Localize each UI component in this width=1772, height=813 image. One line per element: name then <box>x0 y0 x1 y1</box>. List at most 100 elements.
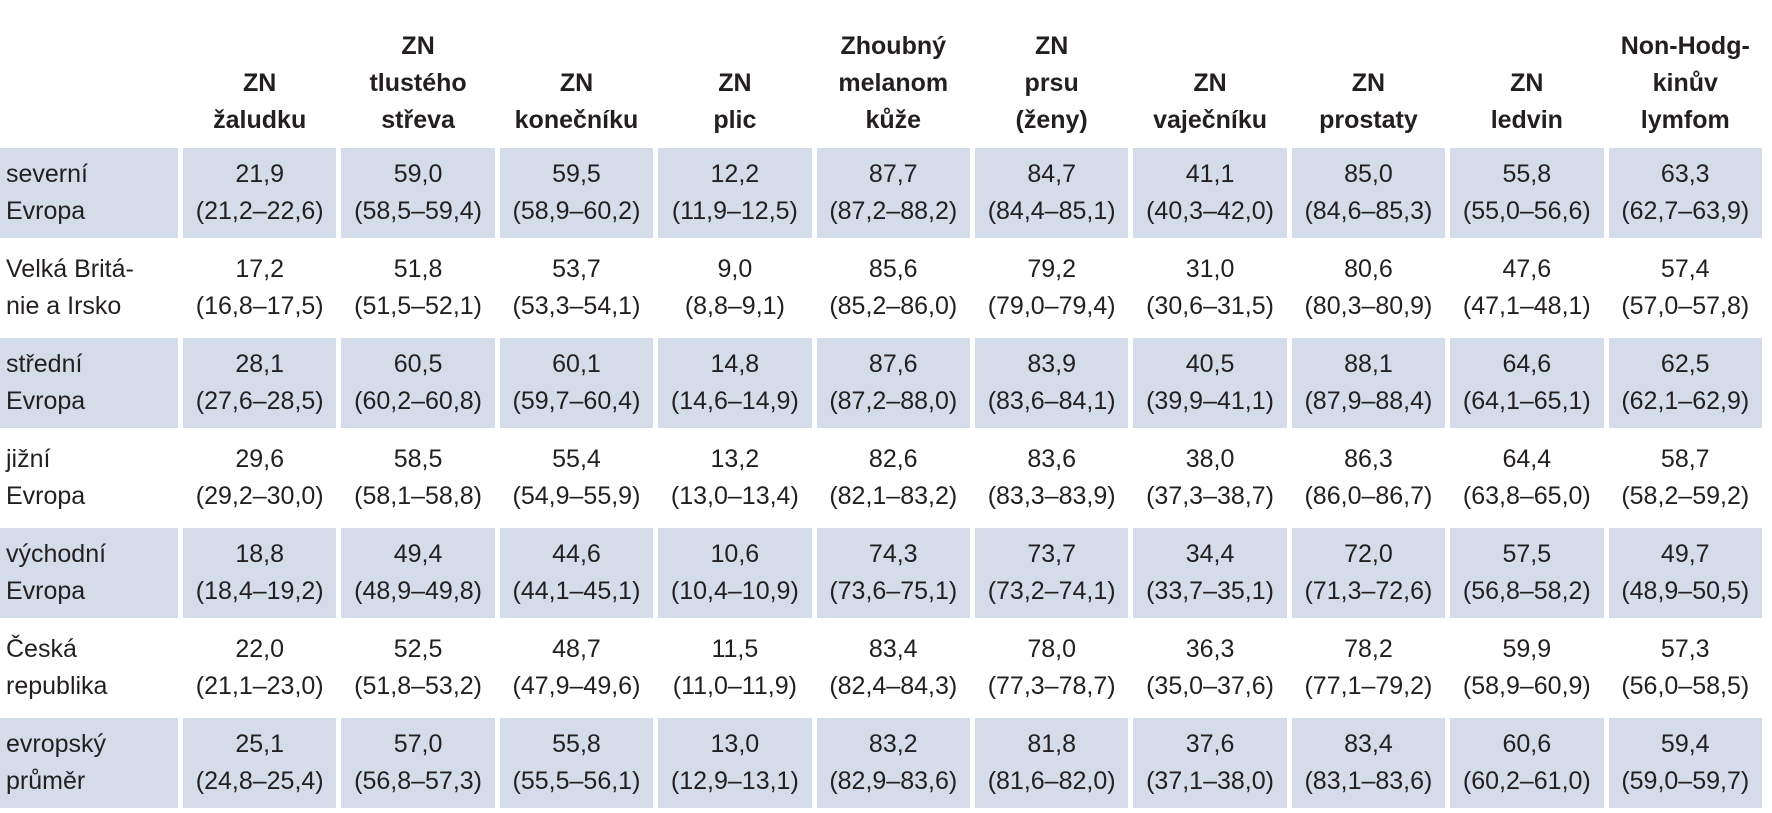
data-cell: 13,2 (13,0–13,4) <box>658 433 811 523</box>
data-cell: 11,5 (11,0–11,9) <box>658 623 811 713</box>
cell-interval: (86,0–86,7) <box>1304 482 1433 510</box>
cell-interval: (12,9–13,1) <box>670 767 799 795</box>
data-cell: 55,4 (54,9–55,9) <box>500 433 653 523</box>
column-header: Zhoubný melanom kůže <box>817 5 970 143</box>
header-line: konečníku <box>514 106 639 134</box>
cell-interval: (11,0–11,9) <box>672 672 797 700</box>
cell-value: 17,2 <box>235 255 285 283</box>
cell-value: 13,0 <box>710 730 760 758</box>
cell-interval: (54,9–55,9) <box>512 482 641 510</box>
data-cell: 60,5 (60,2–60,8) <box>341 338 495 428</box>
header-line: Zhoubný <box>840 32 947 60</box>
cell-interval: (24,8–25,4) <box>195 767 324 795</box>
data-cell: 21,9 (21,2–22,6) <box>183 148 337 238</box>
cell-value: 58,5 <box>393 445 443 473</box>
data-cell: 83,4 (83,1–83,6) <box>1291 718 1446 808</box>
cell-value: 62,5 <box>1660 350 1710 378</box>
cell-interval: (58,1–58,8) <box>354 482 483 510</box>
data-cell: 79,2 (79,0–79,4) <box>975 243 1128 333</box>
cell-value: 38,0 <box>1185 445 1235 473</box>
table-row: evropský průměr 25,1 (24,8–25,4) 57,0 (56,8–5… <box>0 718 1762 808</box>
cell-value: 74,3 <box>868 540 918 568</box>
data-cell: 88,1 (87,9–88,4) <box>1291 338 1446 428</box>
cell-interval: (56,8–58,2) <box>1462 577 1591 605</box>
header-line: ZN <box>718 69 752 97</box>
cell-value: 78,0 <box>1027 635 1076 663</box>
cell-interval: (58,2–59,2) <box>1621 482 1750 510</box>
header-line: ZN <box>1193 69 1227 97</box>
column-header: ZN ledvin <box>1450 5 1603 143</box>
cell-interval: (83,1–83,6) <box>1304 767 1433 795</box>
cell-interval: (29,2–30,0) <box>195 482 324 510</box>
cell-interval: (82,4–84,3) <box>829 672 958 700</box>
cell-interval: (11,9–12,5) <box>671 197 798 225</box>
label-line: severní <box>6 160 88 188</box>
cell-value: 37,6 <box>1185 730 1235 758</box>
cell-interval: (82,9–83,6) <box>829 767 958 795</box>
cell-value: 85,6 <box>868 255 918 283</box>
label-line: jižní <box>6 445 51 473</box>
cell-interval: (60,2–60,8) <box>354 387 483 415</box>
data-cell: 13,0 (12,9–13,1) <box>658 718 812 808</box>
data-cell: 17,2 (16,8–17,5) <box>183 243 336 333</box>
data-cell: 34,4 (33,7–35,1) <box>1133 528 1287 618</box>
cell-value: 49,7 <box>1660 540 1710 568</box>
cell-value: 21,9 <box>235 160 285 188</box>
data-cell: 57,3 (56,0–58,5) <box>1609 623 1762 713</box>
header-line: melanom <box>838 69 949 97</box>
data-cell: 81,8 (81,6–82,0) <box>974 718 1129 808</box>
row-label: severní Evropa <box>0 148 178 238</box>
cell-value: 13,2 <box>710 445 760 473</box>
header-line: střeva <box>381 106 455 134</box>
data-cell: 22,0 (21,1–23,0) <box>183 623 336 713</box>
data-cell: 49,7 (48,9–50,5) <box>1608 528 1762 618</box>
cell-value: 58,7 <box>1660 445 1710 473</box>
cell-value: 83,4 <box>1344 730 1393 758</box>
header-line: Non-Hodg- <box>1620 32 1750 60</box>
row-label: východní Evropa <box>0 528 178 618</box>
cell-value: 12,2 <box>710 160 760 188</box>
cell-interval: (39,9–41,1) <box>1146 387 1274 415</box>
cell-value: 29,6 <box>235 445 285 473</box>
data-cell: 36,3 (35,0–37,6) <box>1133 623 1286 713</box>
cell-interval: (87,2–88,0) <box>829 387 958 415</box>
data-cell: 64,6 (64,1–65,1) <box>1450 338 1604 428</box>
column-header: ZN žaludku <box>183 5 336 143</box>
label-line: Evropa <box>6 577 86 605</box>
row-label: střední Evropa <box>0 338 178 428</box>
label-line: Evropa <box>6 387 86 415</box>
data-cell: 57,5 (56,8–58,2) <box>1450 528 1604 618</box>
data-cell: 85,6 (85,2–86,0) <box>817 243 970 333</box>
header-line: prostaty <box>1319 106 1418 134</box>
row-label: jižní Evropa <box>0 433 178 523</box>
data-cell: 74,3 (73,6–75,1) <box>816 528 970 618</box>
cell-value: 36,3 <box>1185 635 1235 663</box>
cell-value: 34,4 <box>1185 540 1235 568</box>
cell-value: 57,0 <box>393 730 443 758</box>
cell-interval: (21,1–23,0) <box>195 672 324 700</box>
cell-value: 59,0 <box>393 160 443 188</box>
cell-value: 80,6 <box>1344 255 1393 283</box>
label-line: evropský <box>6 730 107 758</box>
column-header: Non-Hodg-kinův lymfom <box>1609 5 1762 143</box>
cell-value: 85,0 <box>1344 160 1393 188</box>
column-header: ZN prostaty <box>1292 5 1445 143</box>
cell-interval: (57,0–57,8) <box>1621 292 1750 320</box>
cell-interval: (47,9–49,6) <box>512 672 641 700</box>
data-cell: 84,7 (84,4–85,1) <box>974 148 1129 238</box>
data-cell: 14,8 (14,6–14,9) <box>658 338 812 428</box>
header-line: ZN <box>1351 69 1386 97</box>
cell-value: 83,4 <box>868 635 918 663</box>
data-cell: 38,0 (37,3–38,7) <box>1133 433 1286 523</box>
cell-interval: (71,3–72,6) <box>1304 577 1433 605</box>
cell-value: 28,1 <box>235 350 285 378</box>
header-line: ZN <box>401 32 435 60</box>
cell-interval: (73,6–75,1) <box>829 577 958 605</box>
cell-value: 87,6 <box>868 350 918 378</box>
cell-value: 31,0 <box>1185 255 1235 283</box>
cell-value: 25,1 <box>235 730 285 758</box>
cell-value: 10,6 <box>710 540 760 568</box>
label-line: Evropa <box>6 197 86 225</box>
data-cell: 31,0 (30,6–31,5) <box>1133 243 1286 333</box>
